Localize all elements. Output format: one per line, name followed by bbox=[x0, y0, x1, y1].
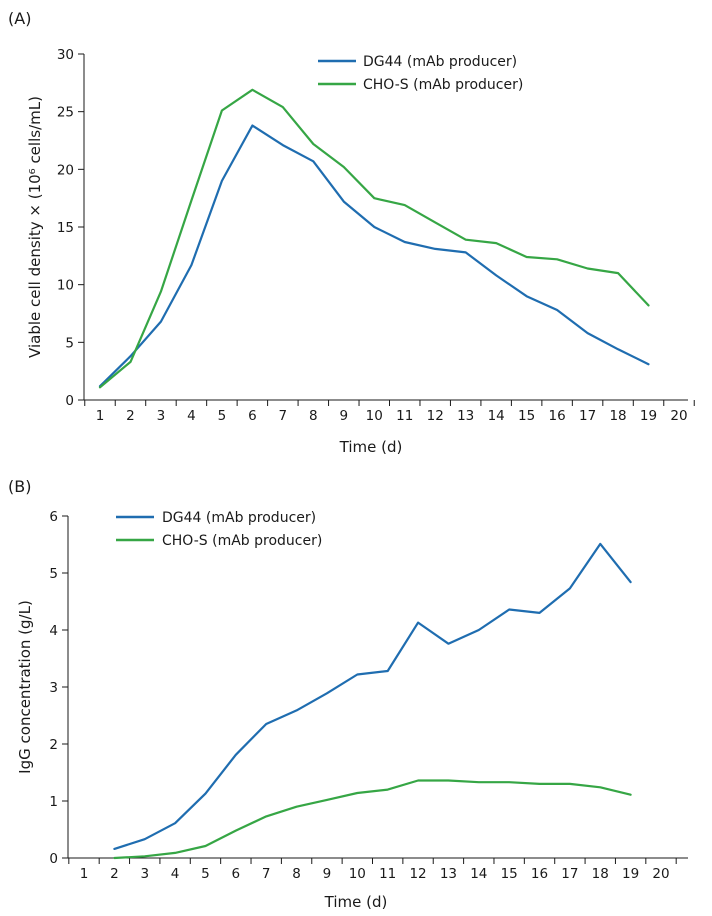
panel-a-x-tick-label: 2 bbox=[126, 408, 135, 424]
panel-a-y-tick-label: 5 bbox=[65, 335, 74, 351]
panel-b-x-tick-label: 1 bbox=[80, 866, 89, 882]
panel-b-x-title: Time (d) bbox=[324, 893, 388, 911]
panel-b-x-tick-label: 7 bbox=[262, 866, 271, 882]
panel-b-x-tick-label: 6 bbox=[232, 866, 241, 882]
panel-a-series bbox=[98, 88, 650, 389]
panel-b-x-tick-label: 5 bbox=[201, 866, 210, 882]
panel-b-y-title: IgG concentration (g/L) bbox=[16, 600, 34, 774]
panel-a-y-tick-label: 20 bbox=[57, 162, 74, 178]
panel-b-x-tick-label: 12 bbox=[409, 866, 426, 882]
panel-a-series-line-chos bbox=[98, 88, 650, 389]
panel-b-y-tick-label: 0 bbox=[49, 851, 58, 867]
panel-a-ticks: 1 2 3 4 5 6 7 8 9 10 11 12 13 14 15 16 17 18 19 20051015202… bbox=[57, 47, 695, 424]
panel-a-y-tick-label: 15 bbox=[57, 220, 74, 236]
panel-a-x-tick-label: 17 bbox=[579, 408, 596, 424]
panel-a-x-tick-label: 10 bbox=[366, 408, 383, 424]
panel-b-y-tick-label: 1 bbox=[49, 794, 58, 810]
panel-a-x-tick-label: 15 bbox=[518, 408, 535, 424]
panel-a-x-tick-label: 3 bbox=[157, 408, 166, 424]
panel-a-legend-label-dg44: DG44 (mAb producer) bbox=[363, 54, 517, 70]
panel-b-x-tick-label: 13 bbox=[440, 866, 457, 882]
panel-a-x-tick-label: 20 bbox=[670, 408, 687, 424]
panel-b-axes bbox=[67, 516, 688, 859]
panel-b-legend-label-dg44: DG44 (mAb producer) bbox=[162, 510, 316, 526]
panel-b-legend-label-chos: CHO-S (mAb producer) bbox=[162, 533, 322, 549]
panel-a-x-tick-label: 18 bbox=[609, 408, 626, 424]
panel-a-x-tick-label: 8 bbox=[309, 408, 318, 424]
panel-a-x-tick-label: 9 bbox=[339, 408, 348, 424]
panel-a-x-title: Time (d) bbox=[339, 438, 403, 456]
panel-a-label: (A) bbox=[8, 9, 31, 28]
panel-a-y-tick-label: 25 bbox=[57, 105, 74, 121]
panel-a-y-tick-label: 10 bbox=[57, 278, 74, 294]
panel-b-x-tick-label: 18 bbox=[592, 866, 609, 882]
panel-b-y-tick-label: 5 bbox=[49, 566, 58, 582]
panel-b-x-tick-label: 11 bbox=[379, 866, 396, 882]
panel-b-y-tick-label: 4 bbox=[49, 623, 58, 639]
panel-b-x-tick-label: 20 bbox=[652, 866, 669, 882]
panel-a-x-tick-label: 16 bbox=[549, 408, 566, 424]
panel-a-x-tick-label: 7 bbox=[279, 408, 288, 424]
panel-a-y-tick-label: 30 bbox=[57, 47, 74, 63]
panel-b-x-tick-label: 17 bbox=[561, 866, 578, 882]
panel-a: (A) 1 2 3 4 5 6 7 8 9 10 11 12 13 14 15 16 17 18 19 2005101… bbox=[8, 9, 695, 456]
panel-b-series-line-dg44 bbox=[113, 542, 632, 850]
panel-a-x-tick-label: 19 bbox=[640, 408, 657, 424]
panel-b-x-tick-label: 3 bbox=[140, 866, 149, 882]
panel-a-series-line-dg44 bbox=[98, 124, 650, 388]
panel-a-x-tick-label: 13 bbox=[457, 408, 474, 424]
panel-b-series-line-chos bbox=[113, 779, 632, 860]
panel-b-y-tick-label: 2 bbox=[49, 737, 58, 753]
panel-a-axes bbox=[83, 54, 688, 401]
panel-a-legend-label-chos: CHO-S (mAb producer) bbox=[363, 77, 523, 93]
panel-b-label: (B) bbox=[8, 477, 31, 496]
panel-b-y-tick-label: 3 bbox=[49, 680, 58, 696]
panel-b-x-tick-label: 16 bbox=[531, 866, 548, 882]
panel-b-x-tick-label: 4 bbox=[171, 866, 180, 882]
panel-a-y-title: Viable cell density × (10⁶ cells/mL) bbox=[26, 96, 44, 358]
panel-a-x-tick-label: 11 bbox=[396, 408, 413, 424]
panel-b-x-tick-label: 19 bbox=[622, 866, 639, 882]
panel-a-x-tick-label: 5 bbox=[218, 408, 227, 424]
panel-a-x-tick-label: 4 bbox=[187, 408, 196, 424]
panel-b-x-tick-label: 15 bbox=[501, 866, 518, 882]
panel-a-y-tick-label: 0 bbox=[65, 393, 74, 409]
panel-a-x-tick-label: 14 bbox=[488, 408, 505, 424]
panel-b-x-tick-label: 2 bbox=[110, 866, 119, 882]
panel-b-legend: DG44 (mAb producer) CHO-S (mAb producer) bbox=[116, 510, 322, 549]
panel-b-x-tick-label: 14 bbox=[470, 866, 487, 882]
panel-b: (B) 1 2 3 4 5 6 7 8 9 10 11 12 13 14 15 16 17 18 19 2001234… bbox=[8, 477, 688, 911]
panel-a-x-tick-label: 12 bbox=[427, 408, 444, 424]
panel-a-x-tick-label: 1 bbox=[96, 408, 105, 424]
panel-b-x-tick-label: 9 bbox=[323, 866, 332, 882]
panel-b-series bbox=[113, 542, 632, 860]
panel-b-x-tick-label: 8 bbox=[292, 866, 301, 882]
panel-b-y-tick-label: 6 bbox=[49, 509, 58, 525]
panel-b-x-tick-label: 10 bbox=[349, 866, 366, 882]
panel-a-legend: DG44 (mAb producer) CHO-S (mAb producer) bbox=[318, 54, 523, 93]
panel-a-x-tick-label: 6 bbox=[248, 408, 257, 424]
